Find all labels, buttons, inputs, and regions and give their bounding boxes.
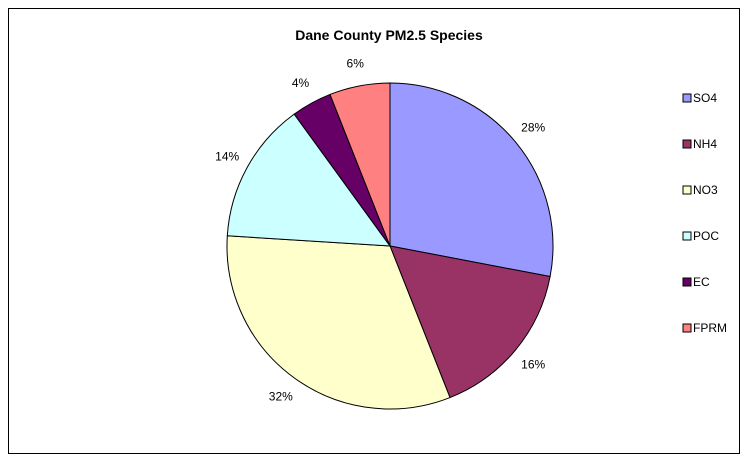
legend-swatch-poc <box>682 231 692 241</box>
legend-swatch-fprm <box>682 323 692 333</box>
pie-slice-so4 <box>389 82 554 278</box>
pie-slice-poc <box>226 113 392 247</box>
legend-swatch-so4 <box>682 93 692 103</box>
legend-swatch-nh4 <box>682 139 692 149</box>
pie-chart: Dane County PM2.5 Species 28% 16% 32% 14% 4%… <box>215 27 727 410</box>
legend-label-nh4: NH4 <box>693 137 717 151</box>
data-label-so4: 28% <box>521 121 545 135</box>
data-label-no3: 32% <box>269 389 293 403</box>
pie-slice-nh4 <box>389 245 551 399</box>
legend-label-so4: SO4 <box>693 91 717 105</box>
data-label-nh4: 16% <box>521 357 545 371</box>
legend-label-poc: POC <box>693 229 719 243</box>
data-label-ec: 4% <box>292 76 310 90</box>
pie-slice-no3 <box>226 235 451 410</box>
data-label-fprm: 6% <box>347 57 365 71</box>
legend-label-fprm: FPRM <box>693 321 727 335</box>
pie-slices <box>226 82 554 410</box>
chart-area: Dane County PM2.5 Species 28% 16% 32% 14% 4%… <box>8 8 740 454</box>
chart-title: Dane County PM2.5 Species <box>295 27 483 43</box>
legend: SO4 NH4 NO3 POC EC FPRM <box>682 91 727 335</box>
pie-slice-fprm <box>329 82 391 247</box>
legend-swatch-ec <box>682 277 692 287</box>
legend-label-no3: NO3 <box>693 183 718 197</box>
legend-label-ec: EC <box>693 275 710 289</box>
percentage-labels: 28% 16% 32% 14% 4% 6% <box>215 57 545 404</box>
legend-swatch-no3 <box>682 185 692 195</box>
data-label-poc: 14% <box>215 150 239 164</box>
